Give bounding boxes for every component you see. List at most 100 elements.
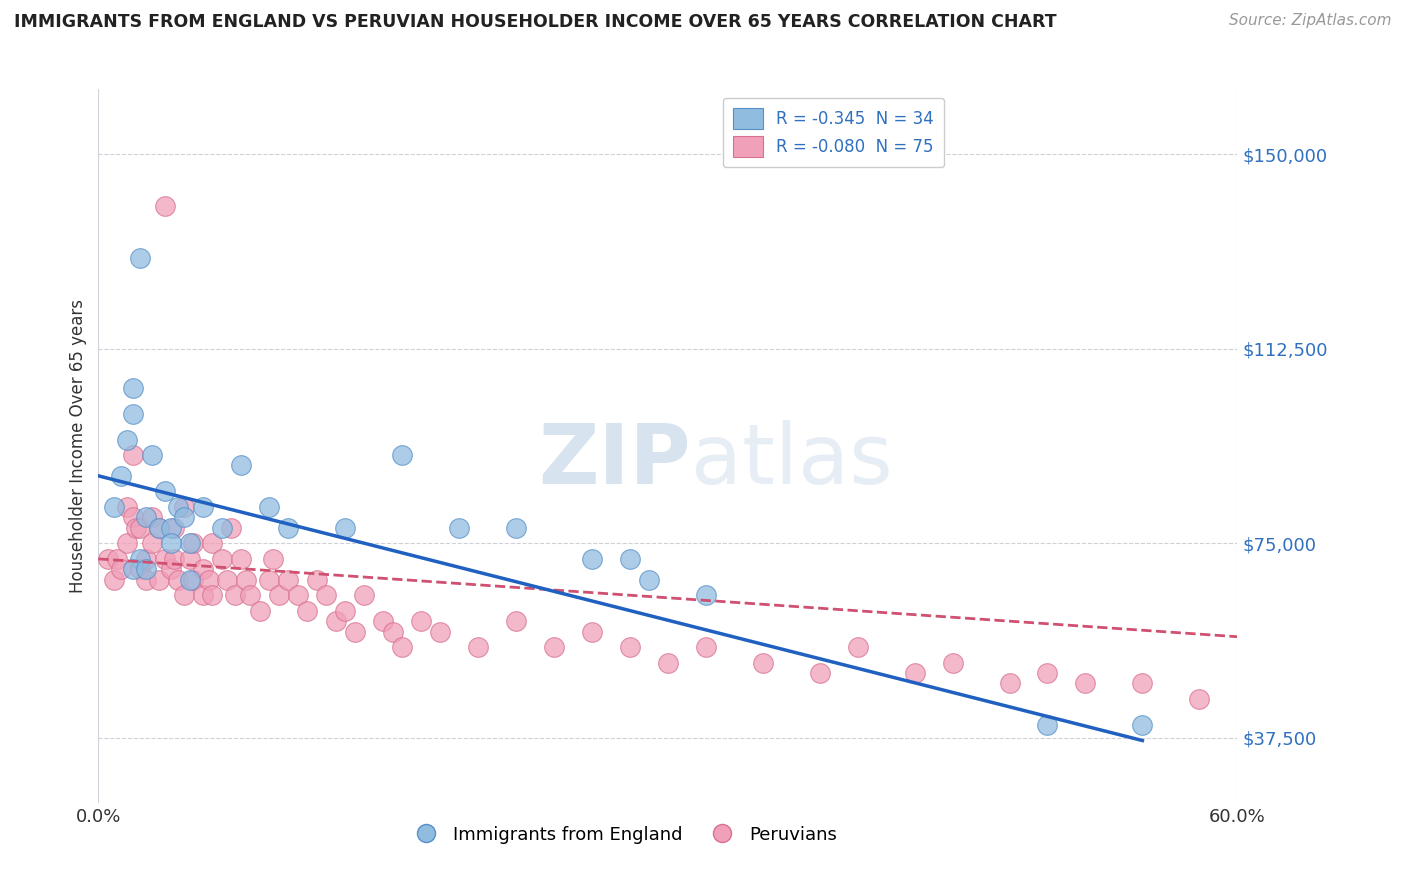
Point xyxy=(381,624,404,639)
Text: atlas: atlas xyxy=(690,420,893,500)
Point xyxy=(103,500,125,514)
Point xyxy=(904,666,927,681)
Point xyxy=(179,536,201,550)
Legend: Immigrants from England, Peruvians: Immigrants from England, Peruvians xyxy=(401,819,844,851)
Point xyxy=(335,604,357,618)
Point xyxy=(391,640,413,654)
Point xyxy=(467,640,489,654)
Point xyxy=(97,552,120,566)
Point xyxy=(159,562,181,576)
Point xyxy=(638,573,661,587)
Point xyxy=(129,521,152,535)
Point xyxy=(325,614,347,628)
Point xyxy=(267,588,290,602)
Point xyxy=(191,588,214,602)
Point xyxy=(107,552,129,566)
Point xyxy=(287,588,309,602)
Point xyxy=(197,573,219,587)
Point xyxy=(121,562,143,576)
Point xyxy=(229,458,252,473)
Point xyxy=(449,521,471,535)
Point xyxy=(153,552,176,566)
Point xyxy=(183,536,205,550)
Point xyxy=(135,573,157,587)
Point xyxy=(103,573,125,587)
Point xyxy=(1074,676,1097,690)
Point xyxy=(121,510,143,524)
Point xyxy=(1132,676,1154,690)
Point xyxy=(115,433,138,447)
Point xyxy=(141,536,163,550)
Text: Source: ZipAtlas.com: Source: ZipAtlas.com xyxy=(1229,13,1392,29)
Point xyxy=(808,666,831,681)
Point xyxy=(183,573,205,587)
Point xyxy=(191,562,214,576)
Point xyxy=(221,521,243,535)
Point xyxy=(249,604,271,618)
Point xyxy=(148,521,170,535)
Point xyxy=(173,588,195,602)
Point xyxy=(695,588,717,602)
Point xyxy=(163,521,186,535)
Point xyxy=(173,510,195,524)
Point xyxy=(153,199,176,213)
Point xyxy=(148,573,170,587)
Point xyxy=(129,562,152,576)
Point xyxy=(121,381,143,395)
Point xyxy=(581,552,603,566)
Point xyxy=(335,521,357,535)
Point xyxy=(315,588,337,602)
Point xyxy=(619,640,641,654)
Point xyxy=(235,573,257,587)
Point xyxy=(262,552,284,566)
Text: ZIP: ZIP xyxy=(538,420,690,500)
Point xyxy=(752,656,775,670)
Point xyxy=(998,676,1021,690)
Point xyxy=(371,614,394,628)
Point xyxy=(201,536,224,550)
Point xyxy=(211,521,233,535)
Point xyxy=(159,521,181,535)
Point xyxy=(429,624,451,639)
Point xyxy=(581,624,603,639)
Point xyxy=(277,573,299,587)
Point xyxy=(259,500,281,514)
Point xyxy=(259,573,281,587)
Point xyxy=(121,448,143,462)
Point xyxy=(277,521,299,535)
Point xyxy=(224,588,246,602)
Point xyxy=(159,536,181,550)
Point xyxy=(543,640,565,654)
Point xyxy=(125,521,148,535)
Point xyxy=(229,552,252,566)
Point xyxy=(135,510,157,524)
Point xyxy=(179,573,201,587)
Point xyxy=(217,573,239,587)
Point xyxy=(942,656,965,670)
Point xyxy=(657,656,679,670)
Point xyxy=(1132,718,1154,732)
Point xyxy=(1188,692,1211,706)
Point xyxy=(391,448,413,462)
Point xyxy=(297,604,319,618)
Point xyxy=(163,552,186,566)
Point xyxy=(619,552,641,566)
Point xyxy=(353,588,375,602)
Point xyxy=(115,536,138,550)
Point xyxy=(110,468,132,483)
Point xyxy=(148,521,170,535)
Point xyxy=(411,614,433,628)
Point xyxy=(135,552,157,566)
Point xyxy=(129,251,152,265)
Point xyxy=(1036,718,1059,732)
Point xyxy=(1036,666,1059,681)
Point xyxy=(505,614,527,628)
Point xyxy=(135,562,157,576)
Point xyxy=(191,500,214,514)
Point xyxy=(173,500,195,514)
Point xyxy=(153,484,176,499)
Point xyxy=(505,521,527,535)
Point xyxy=(115,500,138,514)
Point xyxy=(201,588,224,602)
Point xyxy=(110,562,132,576)
